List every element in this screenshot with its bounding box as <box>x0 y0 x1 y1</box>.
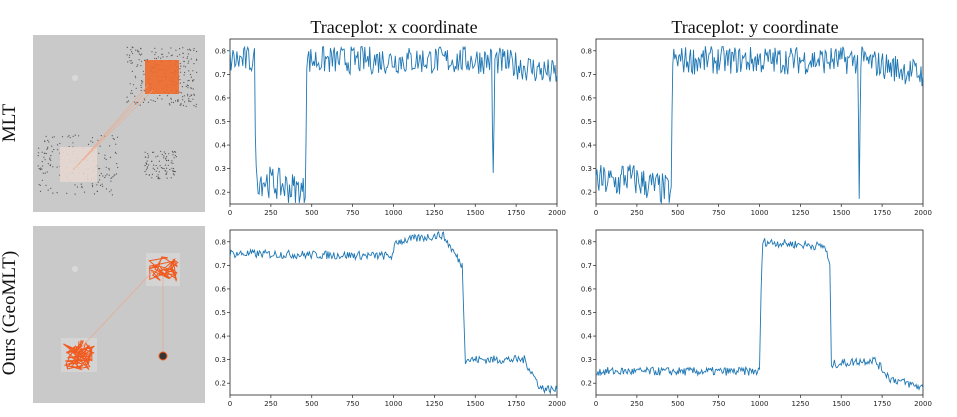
traceplot-geomlt-x: 0.2 0.3 0.4 0.5 0.6 0.7 0.8 0 250 500 750 1000 1250 1… <box>208 226 566 411</box>
row-label-mlt: MLT <box>0 103 20 143</box>
x-tick-label: 1750 <box>507 209 525 217</box>
traceplot-mlt-y: 0.2 0.3 0.4 0.5 0.6 0.7 0.8 0 250 500 750 1000 1250 1… <box>574 35 932 220</box>
x-tick-label: 1500 <box>832 400 850 408</box>
x-tick-label: 0 <box>228 400 232 408</box>
row-label-geomlt: Ours (GeoMLT) <box>0 250 20 376</box>
x-tick-label: 250 <box>630 400 643 408</box>
y-tick-label: 0.3 <box>215 165 226 173</box>
traceplot-geomlt-y: 0.2 0.3 0.4 0.5 0.6 0.7 0.8 0 250 500 750 1000 1250 1… <box>574 226 932 411</box>
y-tick-label: 0.2 <box>581 189 592 197</box>
plot-frame <box>595 38 924 205</box>
x-tick-label: 1500 <box>832 209 850 217</box>
x-tick-label: 500 <box>671 400 684 408</box>
y-tick-label: 0.8 <box>581 238 592 246</box>
y-tick-label: 0.2 <box>215 189 226 197</box>
trace-line <box>595 238 924 391</box>
y-tick-label: 0.4 <box>215 142 227 150</box>
y-tick-label: 0.4 <box>215 333 227 341</box>
y-tick-label: 0.8 <box>215 47 226 55</box>
y-tick-label: 0.3 <box>581 165 592 173</box>
y-coordinate-column-title: Traceplot: y coordinate <box>671 17 839 37</box>
y-tick-label: 0.3 <box>581 356 592 364</box>
y-tick-label: 0.5 <box>581 118 592 126</box>
x-tick-label: 1250 <box>791 209 809 217</box>
x-tick-label: 1500 <box>466 400 484 408</box>
y-tick-label: 0.6 <box>581 94 593 102</box>
x-tick-label: 2000 <box>914 209 932 217</box>
y-tick-label: 0.8 <box>215 238 226 246</box>
x-tick-label: 500 <box>305 400 318 408</box>
x-tick-label: 2000 <box>914 400 932 408</box>
x-tick-label: 500 <box>305 209 318 217</box>
x-tick-label: 750 <box>712 209 725 217</box>
x-tick-label: 1000 <box>751 209 769 217</box>
y-tick-label: 0.7 <box>581 262 592 270</box>
x-tick-label: 500 <box>671 209 684 217</box>
y-tick-label: 0.7 <box>215 71 226 79</box>
trace-line <box>229 230 558 395</box>
x-tick-label: 1250 <box>791 400 809 408</box>
y-tick-label: 0.5 <box>215 118 226 126</box>
x-tick-label: 0 <box>594 209 598 217</box>
x-tick-label: 0 <box>228 209 232 217</box>
x-tick-label: 250 <box>264 400 277 408</box>
geomlt-scene-thumbnail <box>33 226 205 403</box>
x-tick-label: 1000 <box>751 400 769 408</box>
y-tick-label: 0.6 <box>215 285 227 293</box>
mlt-scene-thumbnail <box>33 35 205 212</box>
x-tick-label: 1750 <box>873 209 891 217</box>
y-tick-label: 0.6 <box>581 285 593 293</box>
y-tick-label: 0.5 <box>215 309 226 317</box>
trace-line <box>595 46 924 205</box>
x-tick-label: 750 <box>712 400 725 408</box>
y-tick-label: 0.3 <box>215 356 226 364</box>
y-tick-label: 0.7 <box>215 262 226 270</box>
plot-frame <box>229 229 558 396</box>
y-tick-label: 0.4 <box>581 333 593 341</box>
trace-line <box>229 45 558 203</box>
y-tick-label: 0.2 <box>215 380 226 388</box>
x-tick-label: 1000 <box>385 400 403 408</box>
x-tick-label: 1000 <box>385 209 403 217</box>
x-tick-label: 1750 <box>873 400 891 408</box>
x-tick-label: 250 <box>630 209 643 217</box>
y-tick-label: 0.4 <box>581 142 593 150</box>
x-tick-label: 2000 <box>548 209 566 217</box>
x-tick-label: 2000 <box>548 400 566 408</box>
x-tick-label: 0 <box>594 400 598 408</box>
x-tick-label: 750 <box>346 400 359 408</box>
x-tick-label: 750 <box>346 209 359 217</box>
x-tick-label: 1250 <box>425 400 443 408</box>
x-tick-label: 250 <box>264 209 277 217</box>
plot-frame <box>229 38 558 205</box>
y-tick-label: 0.6 <box>215 94 227 102</box>
y-tick-label: 0.2 <box>581 380 592 388</box>
y-tick-label: 0.5 <box>581 309 592 317</box>
y-tick-label: 0.8 <box>581 47 592 55</box>
x-tick-label: 1750 <box>507 400 525 408</box>
x-coordinate-column-title: Traceplot: x coordinate <box>310 17 478 37</box>
x-tick-label: 1500 <box>466 209 484 217</box>
y-tick-label: 0.7 <box>581 71 592 79</box>
traceplot-mlt-x: 0.2 0.3 0.4 0.5 0.6 0.7 0.8 0 250 500 750 1000 1250 1… <box>208 35 566 220</box>
x-tick-label: 1250 <box>425 209 443 217</box>
